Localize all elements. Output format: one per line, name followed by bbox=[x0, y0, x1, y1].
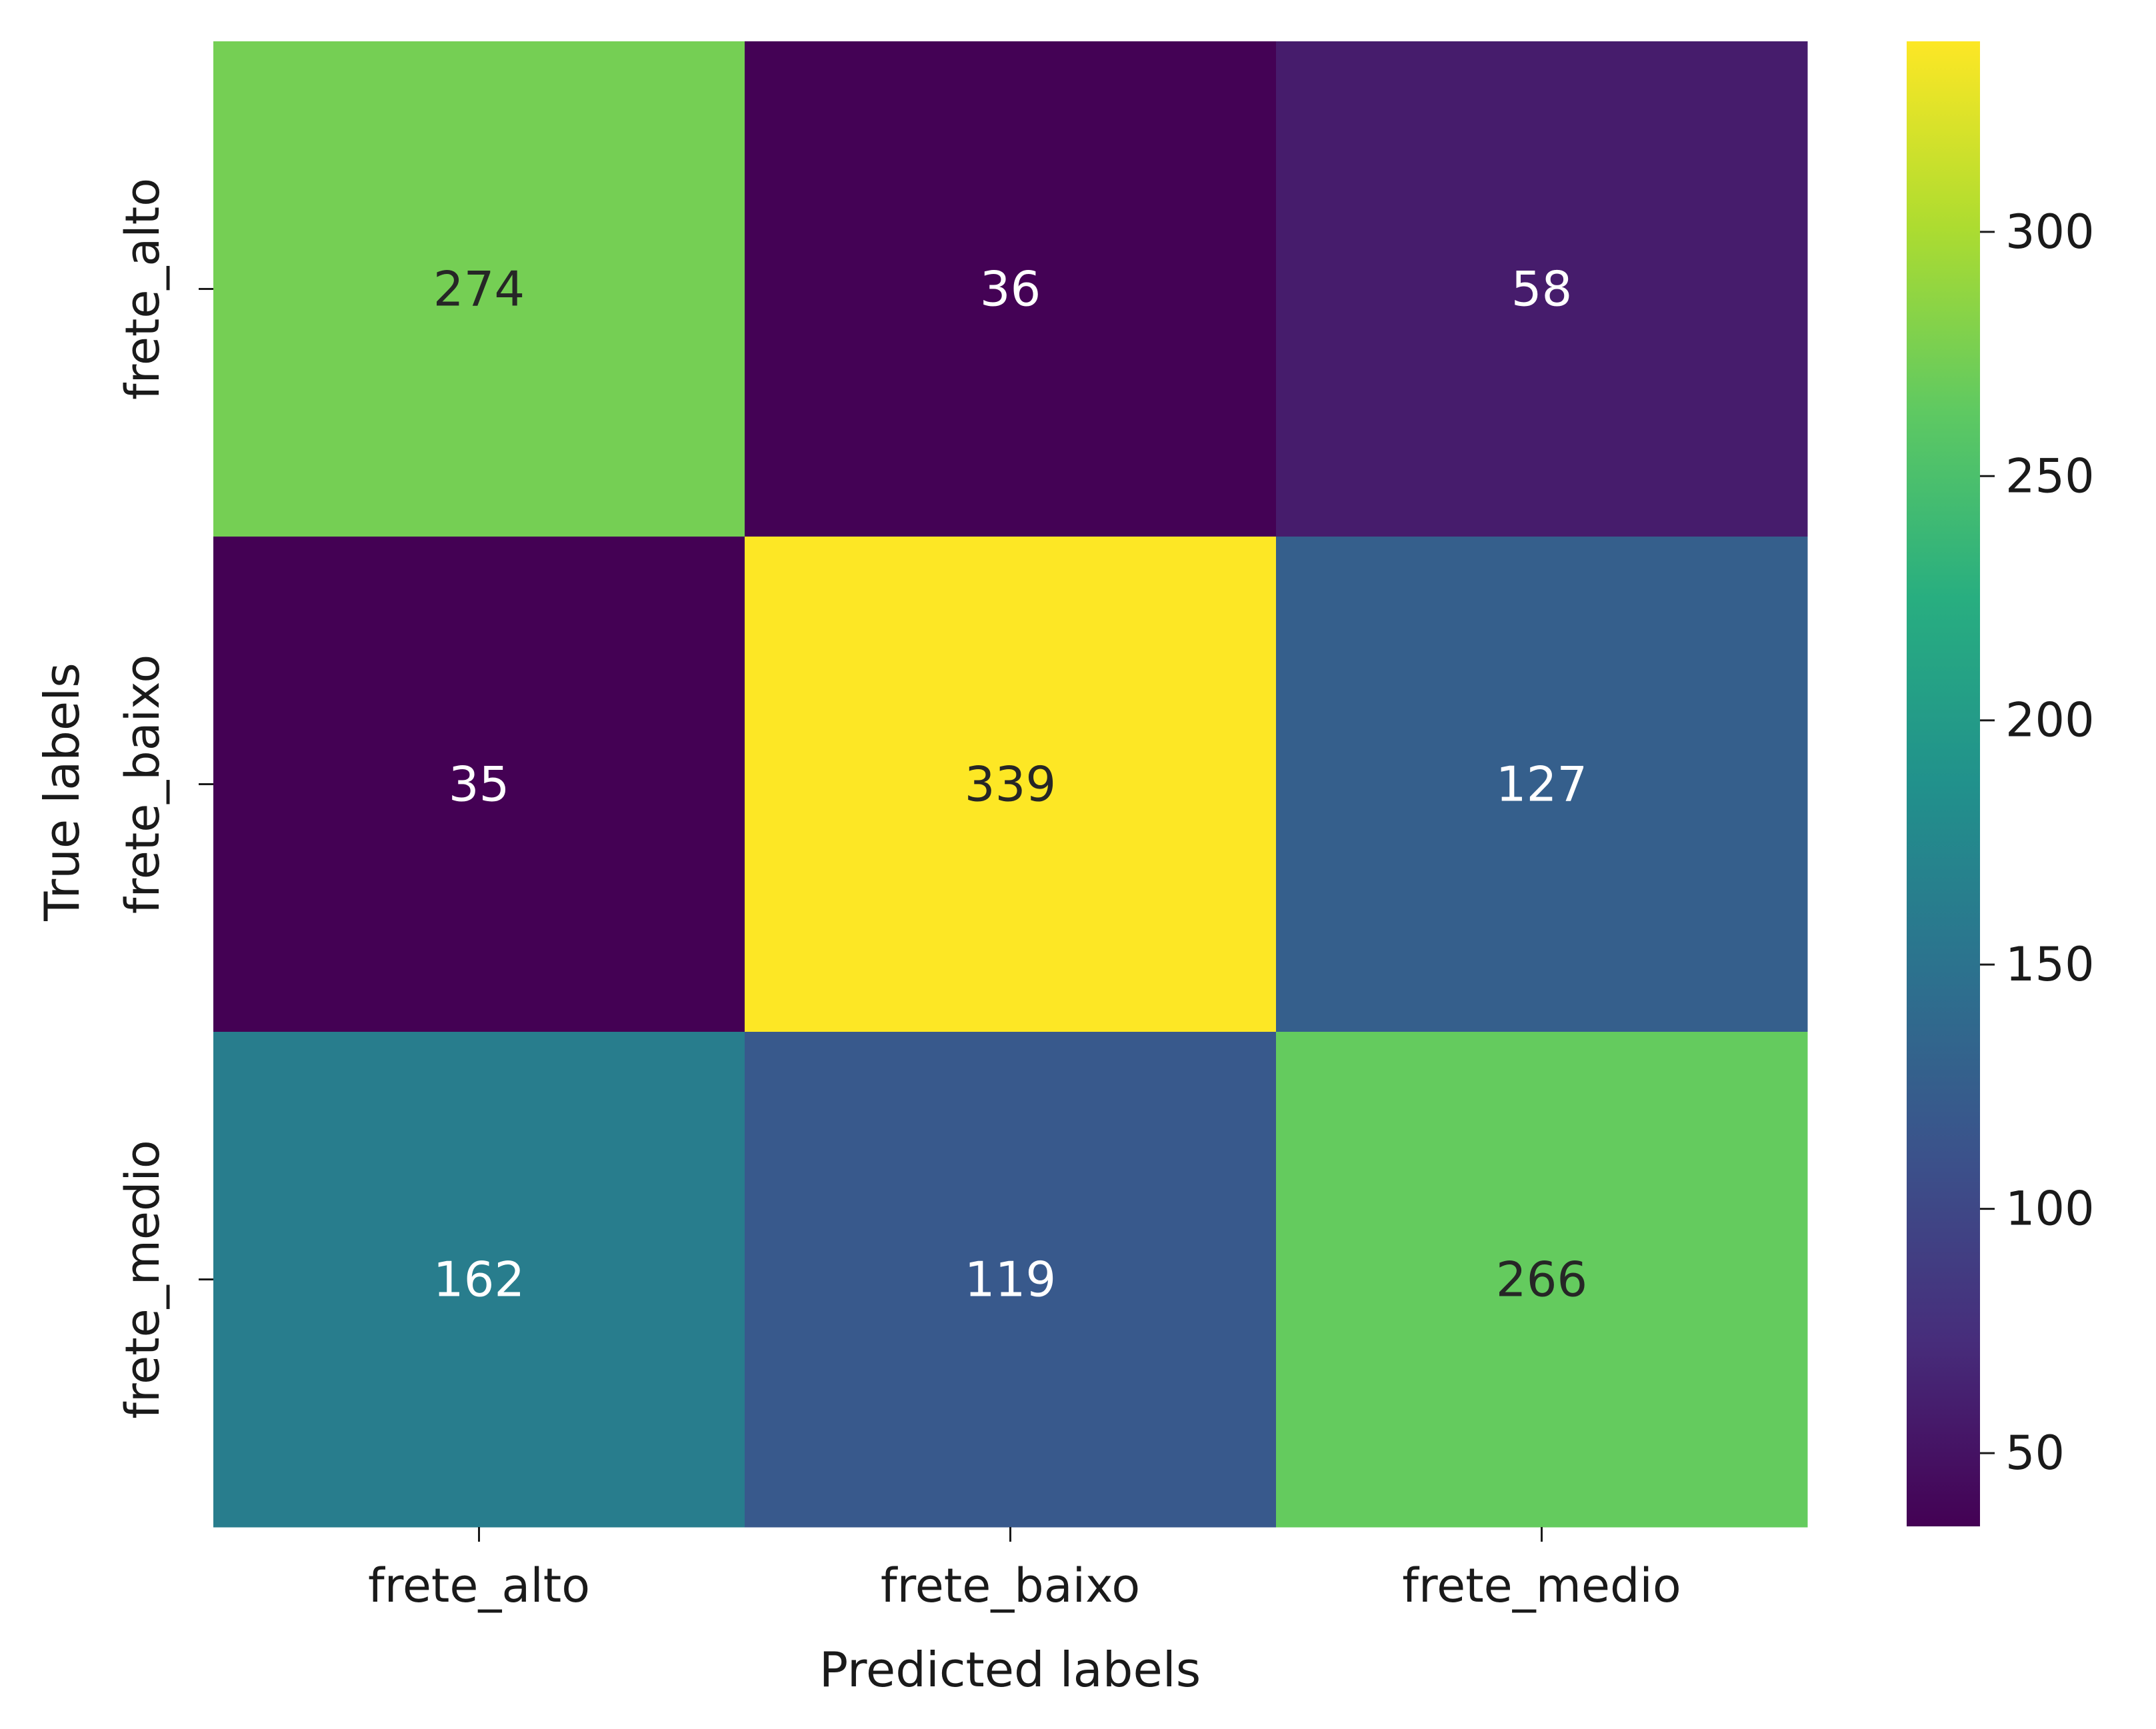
cell-value-label: 162 bbox=[433, 1252, 525, 1308]
heatmap-cell bbox=[745, 537, 1277, 1032]
colorbar-tick-label: 150 bbox=[2005, 937, 2095, 992]
heatmap-cell bbox=[745, 1032, 1277, 1528]
heatmap-cell bbox=[1276, 537, 1808, 1032]
colorbar-tick-label: 250 bbox=[2005, 449, 2095, 503]
y-axis-label: True labels bbox=[34, 663, 90, 921]
colorbar-gradient bbox=[1907, 41, 1980, 1526]
heatmap-cell bbox=[1276, 1032, 1808, 1528]
x-axis-label: Predicted labels bbox=[819, 1642, 1201, 1698]
heatmap-cell-labels: 274 36 58 35 339 127 162 119 266 bbox=[433, 261, 1587, 1308]
colorbar-tick-label: 100 bbox=[2005, 1182, 2095, 1236]
x-tick-label: frete_alto bbox=[368, 1558, 590, 1613]
y-tick-label: frete_medio bbox=[115, 1140, 170, 1418]
heatmap-cell bbox=[213, 1032, 745, 1528]
y-axis-ticks: frete_alto frete_baixo frete_medio bbox=[115, 178, 213, 1419]
colorbar-tick-label: 300 bbox=[2005, 205, 2095, 259]
cell-value-label: 274 bbox=[433, 261, 525, 317]
cell-value-label: 127 bbox=[1496, 757, 1587, 813]
heatmap-cell bbox=[1276, 41, 1808, 537]
colorbar: 50 100 150 200 250 300 bbox=[1907, 41, 2095, 1526]
heatmap-cell bbox=[213, 537, 745, 1032]
cell-value-label: 35 bbox=[449, 757, 510, 813]
cell-value-label: 339 bbox=[965, 757, 1056, 813]
x-tick-label: frete_baixo bbox=[881, 1558, 1140, 1613]
y-tick-label: frete_baixo bbox=[115, 655, 170, 914]
colorbar-tick-label: 50 bbox=[2005, 1426, 2065, 1480]
cell-value-label: 36 bbox=[980, 261, 1041, 317]
heatmap-cell bbox=[745, 41, 1277, 537]
x-axis-ticks: frete_alto frete_baixo frete_medio bbox=[368, 1527, 1681, 1613]
y-tick-label: frete_alto bbox=[115, 178, 170, 400]
heatmap-cell bbox=[213, 41, 745, 537]
cell-value-label: 266 bbox=[1496, 1252, 1587, 1308]
cell-value-label: 119 bbox=[965, 1252, 1056, 1308]
heatmap-cells bbox=[213, 41, 1808, 1528]
x-tick-label: frete_medio bbox=[1402, 1558, 1681, 1613]
colorbar-ticks: 50 100 150 200 250 300 bbox=[1980, 205, 2095, 1480]
colorbar-tick-label: 200 bbox=[2005, 693, 2095, 748]
cell-value-label: 58 bbox=[1511, 261, 1573, 317]
